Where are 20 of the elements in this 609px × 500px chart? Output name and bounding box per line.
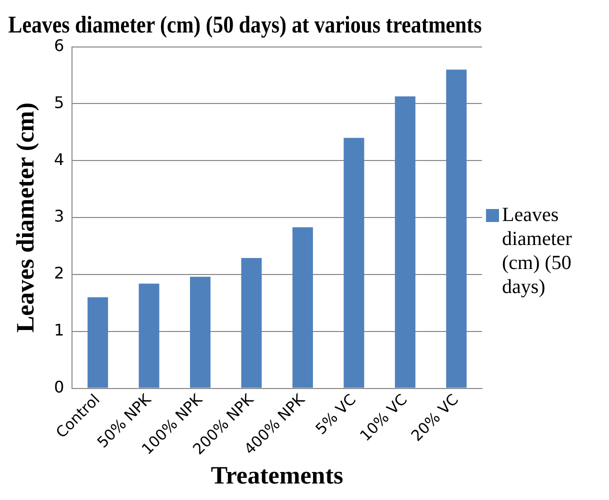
bar bbox=[344, 138, 364, 388]
y-tick-label: 2 bbox=[54, 264, 64, 283]
bar bbox=[138, 284, 160, 388]
bar bbox=[241, 258, 262, 388]
bar bbox=[190, 276, 210, 388]
y-tick-label: 3 bbox=[54, 206, 64, 226]
y-tick-label: 4 bbox=[54, 150, 64, 169]
bar bbox=[394, 96, 416, 388]
x-axis-title: Treatements bbox=[210, 462, 344, 490]
bar bbox=[292, 227, 313, 388]
x-tick-label: 5% VC bbox=[312, 390, 360, 438]
y-axis-title: Leaves diameter (cm) bbox=[12, 102, 40, 333]
bar bbox=[88, 297, 108, 388]
legend-label: Leaves diameter (cm) (50 days) bbox=[502, 203, 573, 299]
chart-title: Leaves diameter (cm) (50 days) at various treatments bbox=[8, 11, 482, 38]
y-tick-label: 5 bbox=[54, 92, 64, 112]
y-tick-label: 6 bbox=[54, 36, 64, 55]
y-tick-label: 0 bbox=[54, 377, 64, 396]
bar bbox=[446, 70, 467, 388]
y-tick-label: 1 bbox=[54, 320, 64, 340]
